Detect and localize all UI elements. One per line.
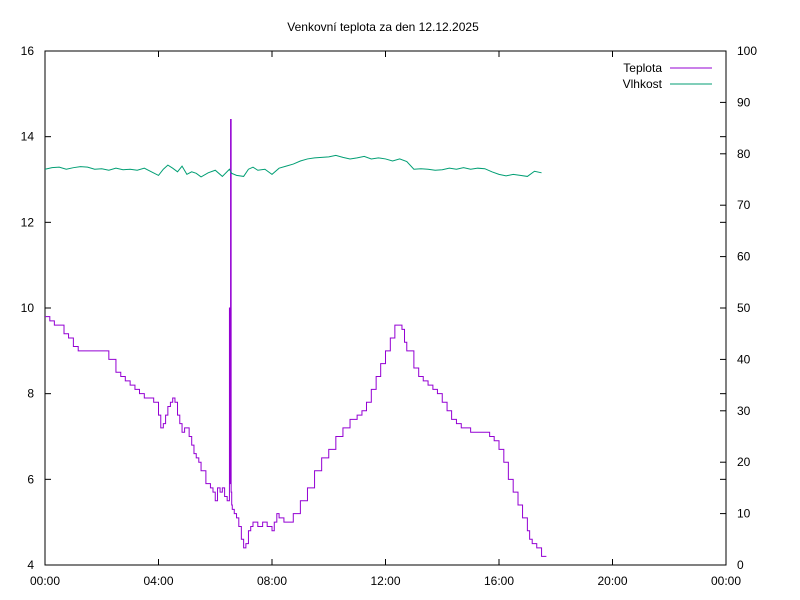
right-tick-label: 70 <box>737 198 751 212</box>
x-tick-label: 16:00 <box>484 574 514 588</box>
x-tick-label: 00:00 <box>711 574 741 588</box>
right-axis-ticks: 0 10 20 30 40 50 60 70 80 90 100 <box>720 44 757 572</box>
right-tick-label: 60 <box>737 250 751 264</box>
chart-axes <box>44 50 727 566</box>
right-tick-label: 100 <box>737 44 757 58</box>
right-tick-label: 10 <box>737 507 751 521</box>
series-line-vlhkost <box>44 154 542 178</box>
left-tick-label: 8 <box>27 387 34 401</box>
legend-label-teplota: Teplota <box>623 61 662 75</box>
right-tick-label: 50 <box>737 301 751 315</box>
left-axis-ticks: 4 6 8 10 12 14 16 <box>21 44 726 572</box>
right-tick-label: 30 <box>737 404 751 418</box>
plot-lines <box>44 119 547 557</box>
series-line-teplota <box>45 119 547 557</box>
left-tick-label: 12 <box>21 215 35 229</box>
right-tick-label: 90 <box>737 95 751 109</box>
left-tick-label: 14 <box>21 130 35 144</box>
x-tick-label: 04:00 <box>143 574 173 588</box>
chart-title: Venkovní teplota za den 12.12.2025 <box>287 20 479 34</box>
legend: Teplota Vlhkost <box>623 61 712 91</box>
plot-frame <box>44 50 727 566</box>
legend-label-vlhkost: Vlhkost <box>623 77 663 91</box>
x-tick-label: 20:00 <box>597 574 627 588</box>
right-tick-label: 0 <box>737 558 744 572</box>
left-tick-label: 10 <box>21 301 35 315</box>
left-tick-label: 6 <box>27 472 34 486</box>
x-axis-ticks: 00:00 04:00 08:00 12:00 16:00 20:00 00:00 <box>30 51 741 588</box>
left-tick-label: 4 <box>27 558 34 572</box>
right-tick-label: 80 <box>737 147 751 161</box>
right-tick-label: 20 <box>737 455 751 469</box>
x-tick-label: 00:00 <box>30 574 60 588</box>
x-tick-label: 08:00 <box>257 574 287 588</box>
x-tick-label: 12:00 <box>370 574 400 588</box>
right-tick-label: 40 <box>737 352 751 366</box>
left-tick-label: 16 <box>21 44 35 58</box>
